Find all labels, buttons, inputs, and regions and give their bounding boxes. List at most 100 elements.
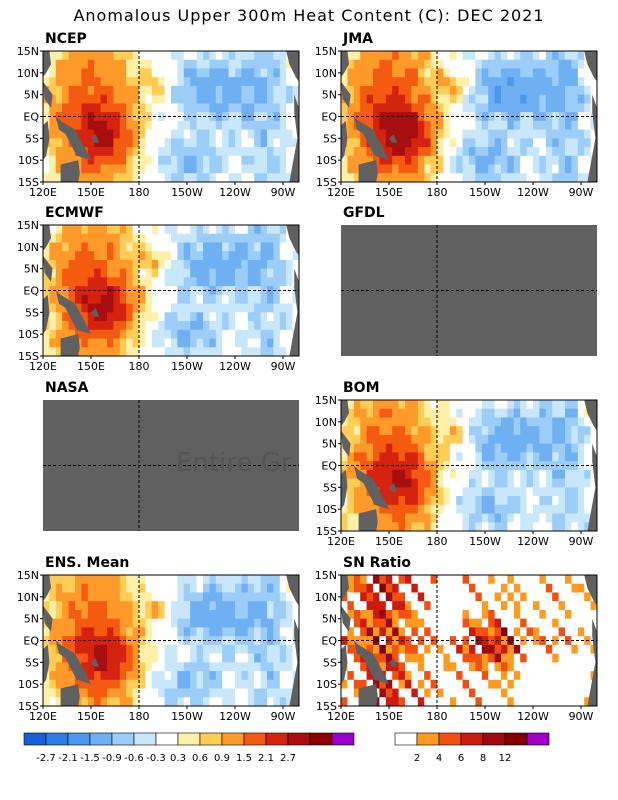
lon-tick-label: 150E bbox=[77, 360, 105, 373]
colorbar-label: 1.5 bbox=[236, 753, 252, 764]
lat-tick-label: 10S bbox=[316, 678, 337, 691]
land-mass bbox=[55, 640, 91, 685]
land-mass bbox=[341, 469, 348, 510]
land-mass bbox=[289, 618, 299, 706]
lat-tick-label: 10N bbox=[17, 241, 39, 254]
lat-tick-label: 5S bbox=[323, 656, 337, 669]
lat-tick-label: 5N bbox=[322, 89, 337, 102]
land-mass bbox=[289, 94, 299, 182]
colorbar-swatch bbox=[155, 732, 179, 746]
lon-tick-label: 180 bbox=[129, 186, 150, 199]
land-mass bbox=[587, 443, 597, 531]
nasa-missing-message: Entire Gr bbox=[176, 448, 292, 478]
lon-tick-label: 120E bbox=[29, 360, 57, 373]
lat-tick-label: 5N bbox=[24, 89, 39, 102]
lon-tick-label: 150W bbox=[469, 710, 501, 723]
lat-tick-label: 10N bbox=[315, 416, 337, 429]
colorbar-swatch bbox=[221, 732, 245, 746]
land-mass bbox=[389, 482, 397, 492]
land-mass bbox=[289, 268, 299, 356]
lat-tick-label: 10S bbox=[18, 154, 39, 167]
panel-title-nasa: NASA bbox=[45, 380, 89, 396]
land-mass bbox=[60, 160, 80, 182]
lat-tick-label: EQ bbox=[23, 111, 39, 124]
lat-tick-label: EQ bbox=[23, 635, 39, 648]
land-mass bbox=[358, 509, 378, 531]
land-mass bbox=[43, 294, 50, 335]
lon-tick-label: 150E bbox=[77, 186, 105, 199]
lon-tick-label: 180 bbox=[427, 186, 448, 199]
lat-tick-label: 5S bbox=[25, 656, 39, 669]
lon-tick-label: 150E bbox=[375, 535, 403, 548]
colorbar-label: 4 bbox=[436, 753, 442, 764]
land-mass bbox=[358, 160, 378, 182]
lat-tick-label: 15N bbox=[17, 569, 39, 582]
colorbar-label: 0.6 bbox=[192, 753, 208, 764]
lat-tick-label: 10S bbox=[316, 154, 337, 167]
lat-tick-label: 10N bbox=[315, 591, 337, 604]
land-mass bbox=[568, 575, 597, 606]
colorbar-swatch bbox=[416, 732, 440, 746]
colorbar-label: -1.5 bbox=[80, 753, 100, 764]
panel-title-ncep: NCEP bbox=[45, 31, 87, 47]
land-mass bbox=[353, 116, 389, 161]
land-mass bbox=[353, 465, 389, 510]
colorbar-swatch bbox=[265, 732, 289, 746]
land-mass bbox=[341, 51, 349, 78]
land-mass bbox=[60, 334, 80, 356]
map-nasa bbox=[43, 400, 299, 531]
land-mass bbox=[587, 94, 597, 182]
land-mass bbox=[389, 657, 397, 667]
colorbar-swatch bbox=[309, 732, 333, 746]
land-mass bbox=[43, 81, 53, 108]
land-mass bbox=[341, 644, 348, 685]
colorbar-swatch bbox=[133, 732, 157, 746]
lon-tick-label: 150E bbox=[77, 710, 105, 723]
land-mass bbox=[568, 400, 597, 431]
lat-tick-label: 5S bbox=[323, 132, 337, 145]
map-panel-sn: SN Ratio 15N 10N 5N EQ 5S 10S 15S 120E 150E 180 150… bbox=[298, 555, 614, 726]
lat-tick-label: EQ bbox=[321, 460, 337, 473]
lat-tick-label: 5N bbox=[322, 438, 337, 451]
colorbar-swatch bbox=[111, 732, 135, 746]
colorbar-label: 6 bbox=[458, 753, 464, 764]
colorbar-label: -2.1 bbox=[58, 753, 78, 764]
colorbar-swatch bbox=[460, 732, 484, 746]
map-gfdl bbox=[341, 225, 597, 356]
lat-tick-label: 10N bbox=[17, 591, 39, 604]
panel-title-gfdl: GFDL bbox=[343, 205, 385, 221]
colorbar-swatch bbox=[67, 732, 91, 746]
land-mass bbox=[341, 430, 351, 457]
land-mass bbox=[270, 51, 299, 82]
map-panel-bom: BOM 15N 10N 5N EQ 5S 10S 15S 120E 150E 180 150W 120W… bbox=[298, 380, 614, 551]
land-mass bbox=[43, 120, 50, 161]
lon-tick-label: 90W bbox=[271, 360, 296, 373]
colorbar-swatch bbox=[438, 732, 462, 746]
lat-tick-label: 5S bbox=[25, 132, 39, 145]
map-panel-jma: JMA 15N 10N 5N EQ 5S 10S 15S 120E 150E 180 150W 120W… bbox=[298, 31, 614, 202]
land-mass bbox=[358, 684, 378, 706]
colorbar-label: 12 bbox=[499, 753, 512, 764]
lon-tick-label: 120E bbox=[29, 710, 57, 723]
colorbar-label: 2 bbox=[414, 753, 420, 764]
colorbar-label: -2.7 bbox=[36, 753, 56, 764]
colorbar-swatch bbox=[199, 732, 223, 746]
lon-tick-label: 90W bbox=[271, 186, 296, 199]
lon-tick-label: 120W bbox=[517, 710, 549, 723]
map-panel-nasa: NASA Entire Gr bbox=[0, 380, 316, 551]
land-mass bbox=[341, 575, 349, 602]
lat-tick-label: 10S bbox=[18, 678, 39, 691]
lat-tick-label: 10S bbox=[316, 503, 337, 516]
colorbar-swatch bbox=[89, 732, 113, 746]
lon-tick-label: 90W bbox=[569, 186, 594, 199]
panel-title-jma: JMA bbox=[343, 31, 373, 47]
map-panel-ecmwf: ECMWF 15N 10N 5N EQ 5S 10S 15S 120E 150E 180 150W 12… bbox=[0, 205, 316, 376]
land-mass bbox=[91, 657, 99, 667]
lon-tick-label: 180 bbox=[427, 710, 448, 723]
lat-tick-label: 5S bbox=[25, 306, 39, 319]
